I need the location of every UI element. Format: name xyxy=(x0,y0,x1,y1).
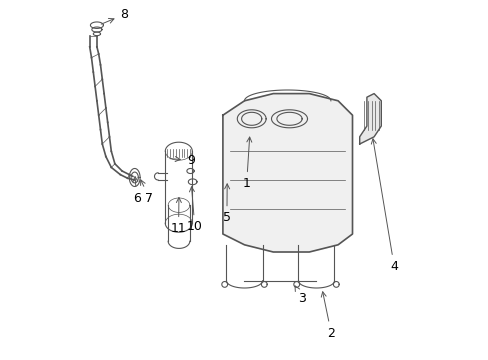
Text: 5: 5 xyxy=(223,184,230,224)
Polygon shape xyxy=(359,94,381,144)
Text: 9: 9 xyxy=(169,154,194,167)
Text: 7: 7 xyxy=(141,180,153,204)
Text: 1: 1 xyxy=(242,137,251,190)
Text: 11: 11 xyxy=(170,198,186,235)
Text: 4: 4 xyxy=(370,139,397,273)
Text: 10: 10 xyxy=(186,187,203,233)
Text: 2: 2 xyxy=(321,292,334,339)
Polygon shape xyxy=(223,94,352,252)
Text: 3: 3 xyxy=(294,286,306,305)
Text: 6: 6 xyxy=(133,177,141,204)
Text: 8: 8 xyxy=(101,8,128,24)
